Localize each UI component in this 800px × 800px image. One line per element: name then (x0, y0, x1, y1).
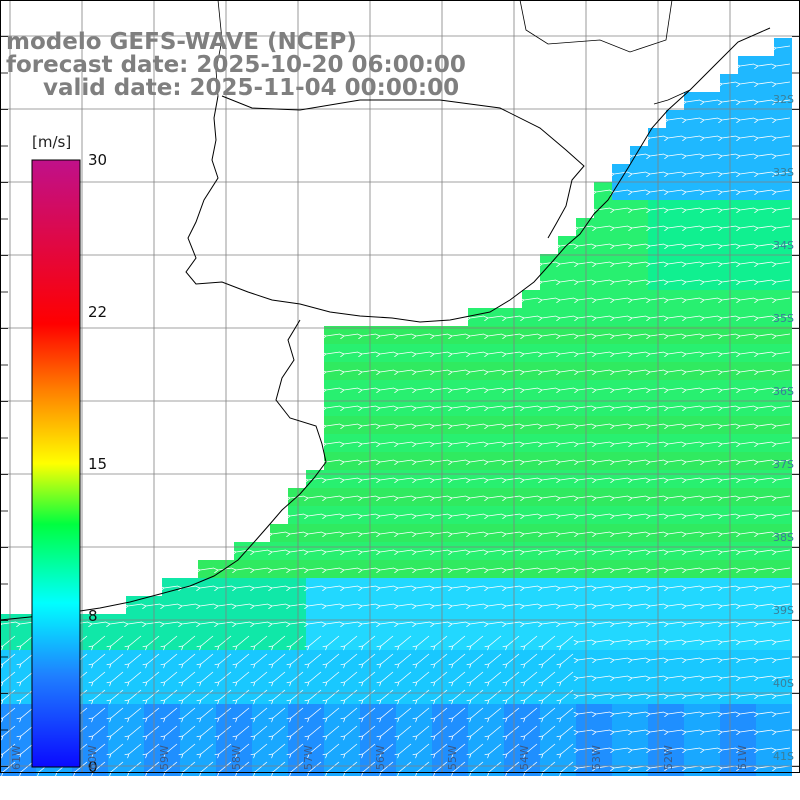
wind-arrow (722, 81, 737, 84)
colorbar-tick: 30 (88, 151, 108, 169)
lon-label: 58W (230, 745, 243, 770)
wind-arrow (776, 63, 791, 66)
colorbar (31, 159, 81, 768)
lat-label: 40S (773, 677, 794, 690)
lat-label: 38S (773, 531, 794, 544)
colorbar-tick: 15 (88, 455, 108, 473)
lat-label: 39S (773, 604, 794, 617)
lon-label: 55W (446, 745, 459, 770)
model-title: modelo GEFS-WAVE (NCEP) (6, 29, 357, 55)
lon-label: 56W (374, 745, 387, 770)
wind-arrow (740, 81, 755, 84)
lon-label: 57W (302, 745, 315, 770)
colorbar-unit: [m/s] (32, 133, 72, 151)
lon-label: 54W (518, 745, 531, 770)
lon-label: 53W (590, 745, 603, 770)
wind-arrow (758, 81, 773, 84)
forecast-date: forecast date: 2025-10-20 06:00:00 (6, 52, 466, 78)
lat-label: 37S (773, 458, 794, 471)
lat-label: 33S (773, 166, 794, 179)
lat-label: 41S (773, 750, 794, 763)
wind-arrow (776, 45, 791, 48)
lon-label: 51W (736, 745, 749, 770)
lat-label: 36S (773, 385, 794, 398)
lat-label: 34S (773, 239, 794, 252)
lon-label: 52W (662, 745, 675, 770)
wind-arrow (758, 63, 773, 66)
lat-label: 32S (773, 93, 794, 106)
lon-label: 61W (10, 745, 23, 770)
colorbar-tick: 22 (88, 303, 108, 321)
lon-label: 60W (86, 745, 99, 770)
lat-label: 35S (773, 312, 794, 325)
colorbar-tick: 8 (88, 607, 98, 625)
wind-arrow (740, 63, 755, 66)
lon-label: 59W (158, 745, 171, 770)
valid-date: valid date: 2025-11-04 00:00:00 (43, 75, 460, 101)
